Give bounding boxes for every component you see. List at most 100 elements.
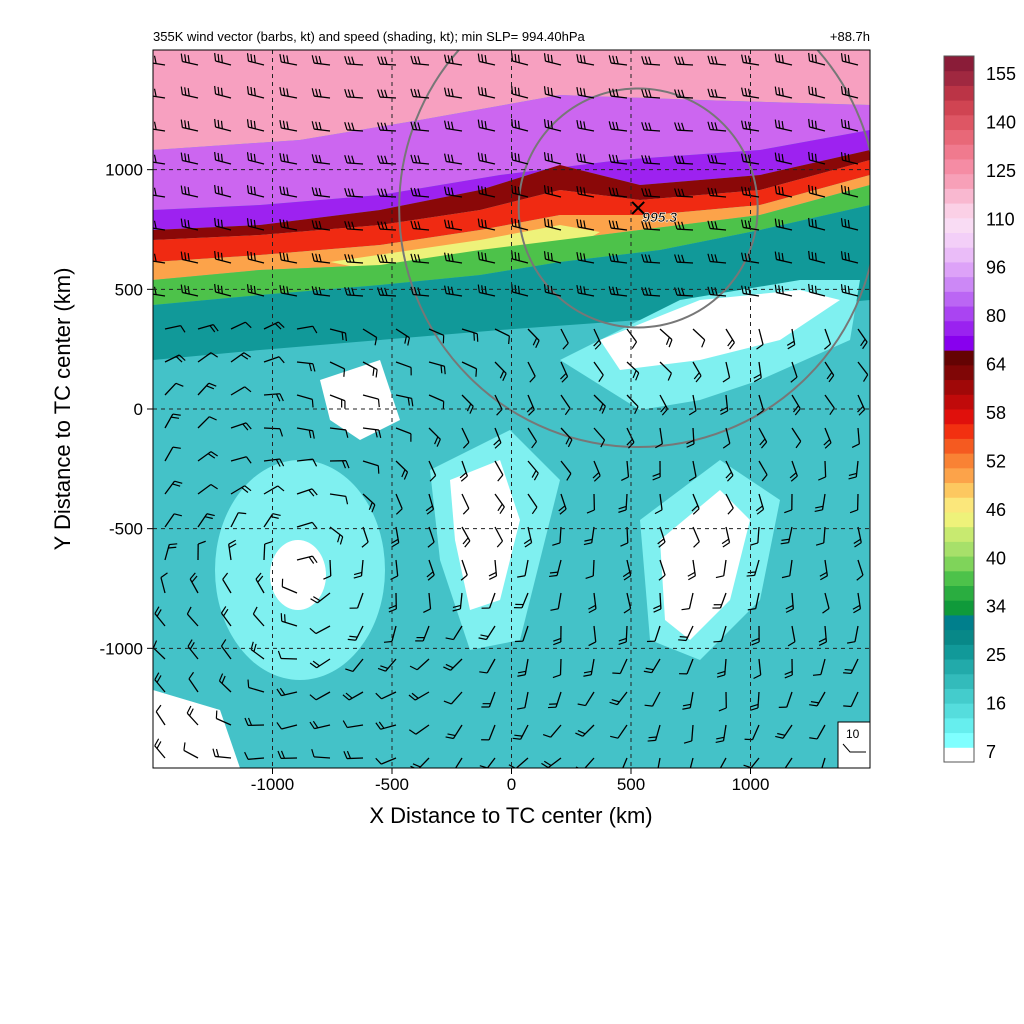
- wind-barb: [296, 521, 318, 530]
- wind-barb: [626, 328, 638, 349]
- wind-barb: [593, 394, 606, 414]
- wind-barb: [353, 559, 364, 579]
- wind-barb: [610, 724, 628, 739]
- wind-barb: [263, 540, 273, 561]
- wind-barb: [155, 704, 166, 726]
- wind-barb: [197, 416, 217, 429]
- wind-barb: [344, 122, 364, 132]
- wind-barb: [494, 328, 510, 345]
- wind-barb: [461, 394, 474, 414]
- wind-barbs: [153, 52, 869, 768]
- wind-barb: [576, 285, 595, 297]
- wind-barb: [576, 219, 595, 231]
- wind-barb: [154, 606, 166, 627]
- wind-barb: [186, 705, 199, 726]
- wind-barb: [230, 456, 252, 464]
- wind-barb: [608, 220, 628, 231]
- colorbar-label: 7: [986, 742, 996, 762]
- wind-barb: [674, 89, 694, 99]
- wind-barb: [454, 757, 463, 768]
- wind-barb: [164, 480, 183, 495]
- wind-barb: [311, 253, 331, 264]
- wind-barb: [707, 88, 727, 99]
- wind-barb: [527, 427, 538, 449]
- wind-barb: [214, 250, 232, 264]
- wind-barb: [543, 119, 562, 132]
- colorbar-swatch: [944, 144, 974, 160]
- wind-barb: [576, 252, 595, 264]
- wind-barb: [428, 460, 437, 482]
- wind-barb: [692, 328, 706, 348]
- wind-barb: [786, 328, 796, 350]
- wind-barb: [753, 361, 762, 383]
- wind-barb: [707, 187, 727, 198]
- wind-barb: [230, 485, 252, 495]
- wind-barb: [244, 717, 265, 727]
- wind-barb: [722, 427, 731, 449]
- wind-barb: [395, 493, 403, 515]
- wind-barb: [808, 85, 826, 99]
- wind-barb: [220, 639, 232, 660]
- wind-barb: [246, 86, 265, 99]
- wind-barb: [857, 328, 868, 350]
- wind-barb: [688, 394, 697, 416]
- wind-barb: [164, 543, 178, 561]
- wind-barb: [427, 526, 435, 548]
- x-tick-label: 0: [507, 775, 516, 794]
- wind-barb: [622, 757, 628, 768]
- colorbar-swatch: [944, 56, 974, 72]
- wind-barb: [443, 153, 463, 165]
- wind-barb: [756, 394, 765, 416]
- colorbar-swatch: [944, 306, 974, 322]
- wind-barb: [410, 55, 430, 66]
- wind-barb: [681, 592, 694, 611]
- wind-barb: [230, 386, 252, 396]
- colorbar-swatch: [944, 688, 974, 704]
- wind-barb: [377, 188, 397, 198]
- forecast-hour: +88.7h: [830, 29, 870, 44]
- wind-barb: [543, 53, 562, 66]
- wind-barb: [228, 539, 237, 561]
- wind-barb: [494, 394, 503, 416]
- wind-barb: [410, 121, 430, 132]
- wind-barb: [153, 640, 166, 660]
- wind-barb: [197, 352, 219, 363]
- wind-barb: [818, 460, 827, 481]
- wind-barb: [821, 757, 826, 768]
- wind-barb: [692, 361, 702, 383]
- wind-barb: [329, 361, 346, 377]
- wind-barb: [180, 251, 199, 264]
- wind-barb: [741, 120, 760, 132]
- wind-barb: [686, 427, 695, 448]
- x-axis-label: X Distance to TC center (km): [369, 803, 652, 828]
- y-tick-label: 1000: [105, 161, 143, 180]
- wind-barb: [443, 186, 463, 198]
- wind-barb: [445, 625, 463, 641]
- wind-barb: [586, 493, 596, 514]
- x-tick-label: 500: [617, 775, 645, 794]
- wind-barb: [377, 89, 397, 99]
- wind-barb: [840, 284, 859, 297]
- wind-barb: [608, 286, 628, 297]
- wind-barb: [517, 658, 529, 677]
- wind-barb: [377, 658, 397, 672]
- colorbar-label: 125: [986, 161, 1016, 181]
- colorbar-label: 80: [986, 306, 1006, 326]
- wind-barb: [154, 738, 166, 759]
- wind-barb: [349, 592, 364, 609]
- colorbar-swatch: [944, 600, 974, 616]
- wind-barb: [741, 285, 760, 297]
- wind-barb: [840, 251, 859, 264]
- wind-barb: [808, 217, 826, 231]
- wind-barb: [377, 221, 397, 231]
- colorbar-swatch: [944, 291, 974, 307]
- wind-barb: [774, 251, 793, 264]
- wind-barb: [593, 361, 604, 383]
- tc-center-x-icon: [631, 201, 645, 215]
- wind-barb: [674, 188, 694, 198]
- colorbar-swatch: [944, 747, 974, 763]
- wind-barb: [425, 493, 435, 515]
- wind-barb: [608, 253, 628, 264]
- wind-barb: [279, 119, 298, 132]
- wind-barb: [329, 460, 350, 469]
